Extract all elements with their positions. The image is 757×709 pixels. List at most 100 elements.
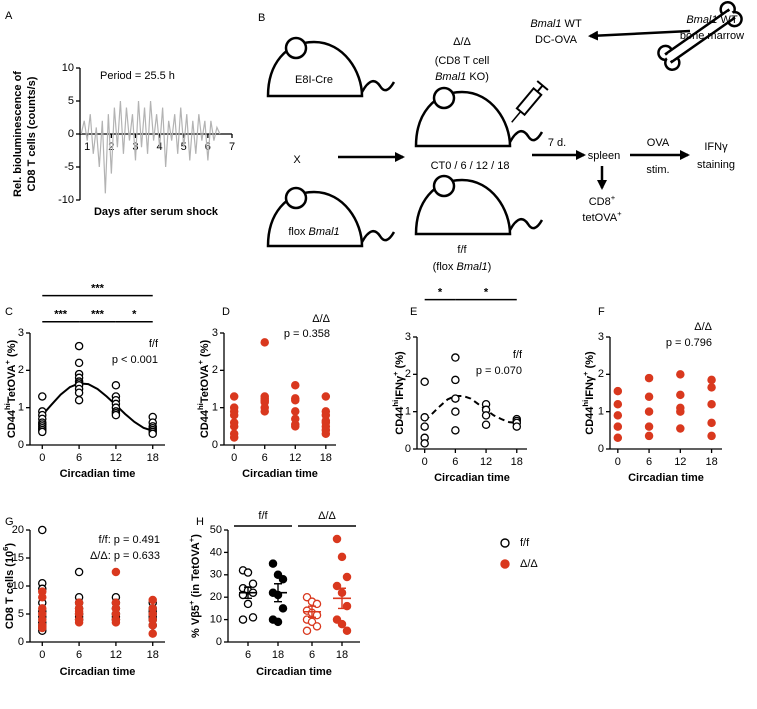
text-segment: +	[617, 209, 622, 218]
data-point	[332, 534, 342, 544]
text-segment: WT	[718, 14, 738, 26]
y-axis-label: CD44hiTetOVA+ (%)	[196, 339, 211, 438]
data-point	[248, 579, 258, 589]
data-point	[74, 341, 84, 351]
text-segment: (%)	[584, 351, 596, 372]
x-tick-label: 18	[272, 649, 284, 661]
x-tick-label: 6	[452, 456, 458, 468]
x-tick-label: 12	[480, 456, 492, 468]
text-segment: TetOVA	[199, 364, 211, 403]
x-tick-label: 0	[231, 452, 237, 464]
data-point	[512, 422, 522, 431]
text-segment: (in TetOVA	[190, 542, 202, 600]
data-point	[248, 613, 258, 622]
y-tick-label: -10	[58, 194, 74, 206]
group-label: Δ/Δ	[318, 510, 336, 522]
x-tick-label: 7	[229, 141, 235, 153]
data-point	[613, 386, 623, 396]
mouse-ear	[284, 186, 308, 210]
text-segment: hi	[581, 400, 590, 407]
text-segment: +	[187, 600, 196, 605]
data-point	[337, 619, 347, 629]
data-point	[613, 399, 623, 409]
x-tick-label: 6	[205, 141, 211, 153]
y-axis-label: CD8 T cells (counts/s)	[26, 76, 38, 191]
text-segment: CD8	[589, 196, 611, 208]
x-tick-label: 18	[511, 456, 523, 468]
data-point	[312, 622, 322, 631]
y-tick-label: 1	[18, 402, 24, 414]
data-point	[74, 358, 84, 368]
x-tick-label: 18	[320, 452, 332, 464]
x-tick-label: 6	[76, 649, 82, 661]
data-point	[238, 615, 248, 624]
diagram-label: (flox Bmal1)	[433, 261, 492, 273]
data-point	[613, 433, 623, 443]
data-point	[229, 433, 239, 442]
data-point	[420, 413, 429, 422]
panel-label: E	[410, 306, 417, 318]
data-point	[38, 525, 47, 535]
annotation: p = 0.358	[284, 328, 330, 340]
legend-label: f/f	[520, 537, 530, 549]
data-point	[229, 422, 239, 431]
data-point	[291, 407, 300, 416]
data-point	[644, 422, 654, 431]
x-tick-label: 18	[147, 452, 159, 464]
x-axis-label: Days after serum shock	[94, 206, 219, 218]
text-segment: hi	[196, 403, 205, 410]
y-tick-label: 2	[212, 364, 218, 376]
y-tick-label: 10	[210, 614, 222, 626]
text-segment: % Vβ5	[190, 605, 202, 638]
data-point	[111, 381, 121, 390]
diagram-label: X	[293, 154, 301, 166]
x-tick-label: 6	[245, 649, 251, 661]
diagram-label: CT0 / 6 / 12 / 18	[431, 160, 510, 172]
mouse-tail	[360, 79, 396, 93]
data-point	[644, 373, 654, 383]
x-tick-label: 3	[132, 141, 138, 153]
x-axis-label: Circadian time	[60, 468, 136, 480]
y-axis-label: % Vβ5+ (in TetOVA+)	[187, 534, 202, 638]
data-point	[676, 424, 685, 433]
text-segment: (%)	[394, 351, 406, 372]
text-segment: CD44	[584, 406, 596, 435]
mouse-icon	[414, 174, 544, 236]
y-tick-label: 1	[212, 402, 218, 414]
y-tick-label: 5	[68, 95, 74, 107]
y-tick-label: 2	[405, 368, 411, 380]
mouse-icon	[266, 36, 396, 98]
data-point	[707, 431, 716, 441]
data-point	[148, 620, 157, 630]
mouse-ear	[284, 36, 308, 60]
data-point	[481, 411, 491, 420]
text-segment: )	[4, 543, 16, 547]
mouse-ear	[432, 86, 456, 110]
diagram-label: Bmal1 WT	[686, 14, 738, 26]
x-tick-label: 6	[76, 452, 82, 464]
text-segment: +	[187, 537, 196, 542]
error-bar	[274, 583, 282, 603]
y-tick-label: 0	[18, 439, 24, 451]
data-point	[38, 392, 47, 401]
y-tick-label: 1	[405, 406, 411, 418]
data-point	[707, 383, 716, 392]
bone-icon	[657, 1, 743, 71]
text-segment: hi	[3, 403, 12, 410]
x-tick-label: 18	[336, 649, 348, 661]
panel-label: H	[196, 516, 204, 528]
text-segment: TetOVA	[6, 364, 18, 403]
data-point	[707, 418, 716, 428]
arrow	[588, 29, 691, 41]
y-tick-label: 10	[12, 580, 24, 592]
data-point	[321, 392, 331, 401]
error-bar	[244, 586, 252, 600]
data-point	[291, 381, 300, 390]
data-point	[291, 395, 300, 405]
y-tick-label: 2	[18, 364, 24, 376]
significance-label: ***	[91, 309, 105, 321]
significance-label: ***	[91, 283, 105, 295]
legend-label: Δ/Δ	[520, 558, 538, 570]
x-tick-label: 6	[646, 456, 652, 468]
